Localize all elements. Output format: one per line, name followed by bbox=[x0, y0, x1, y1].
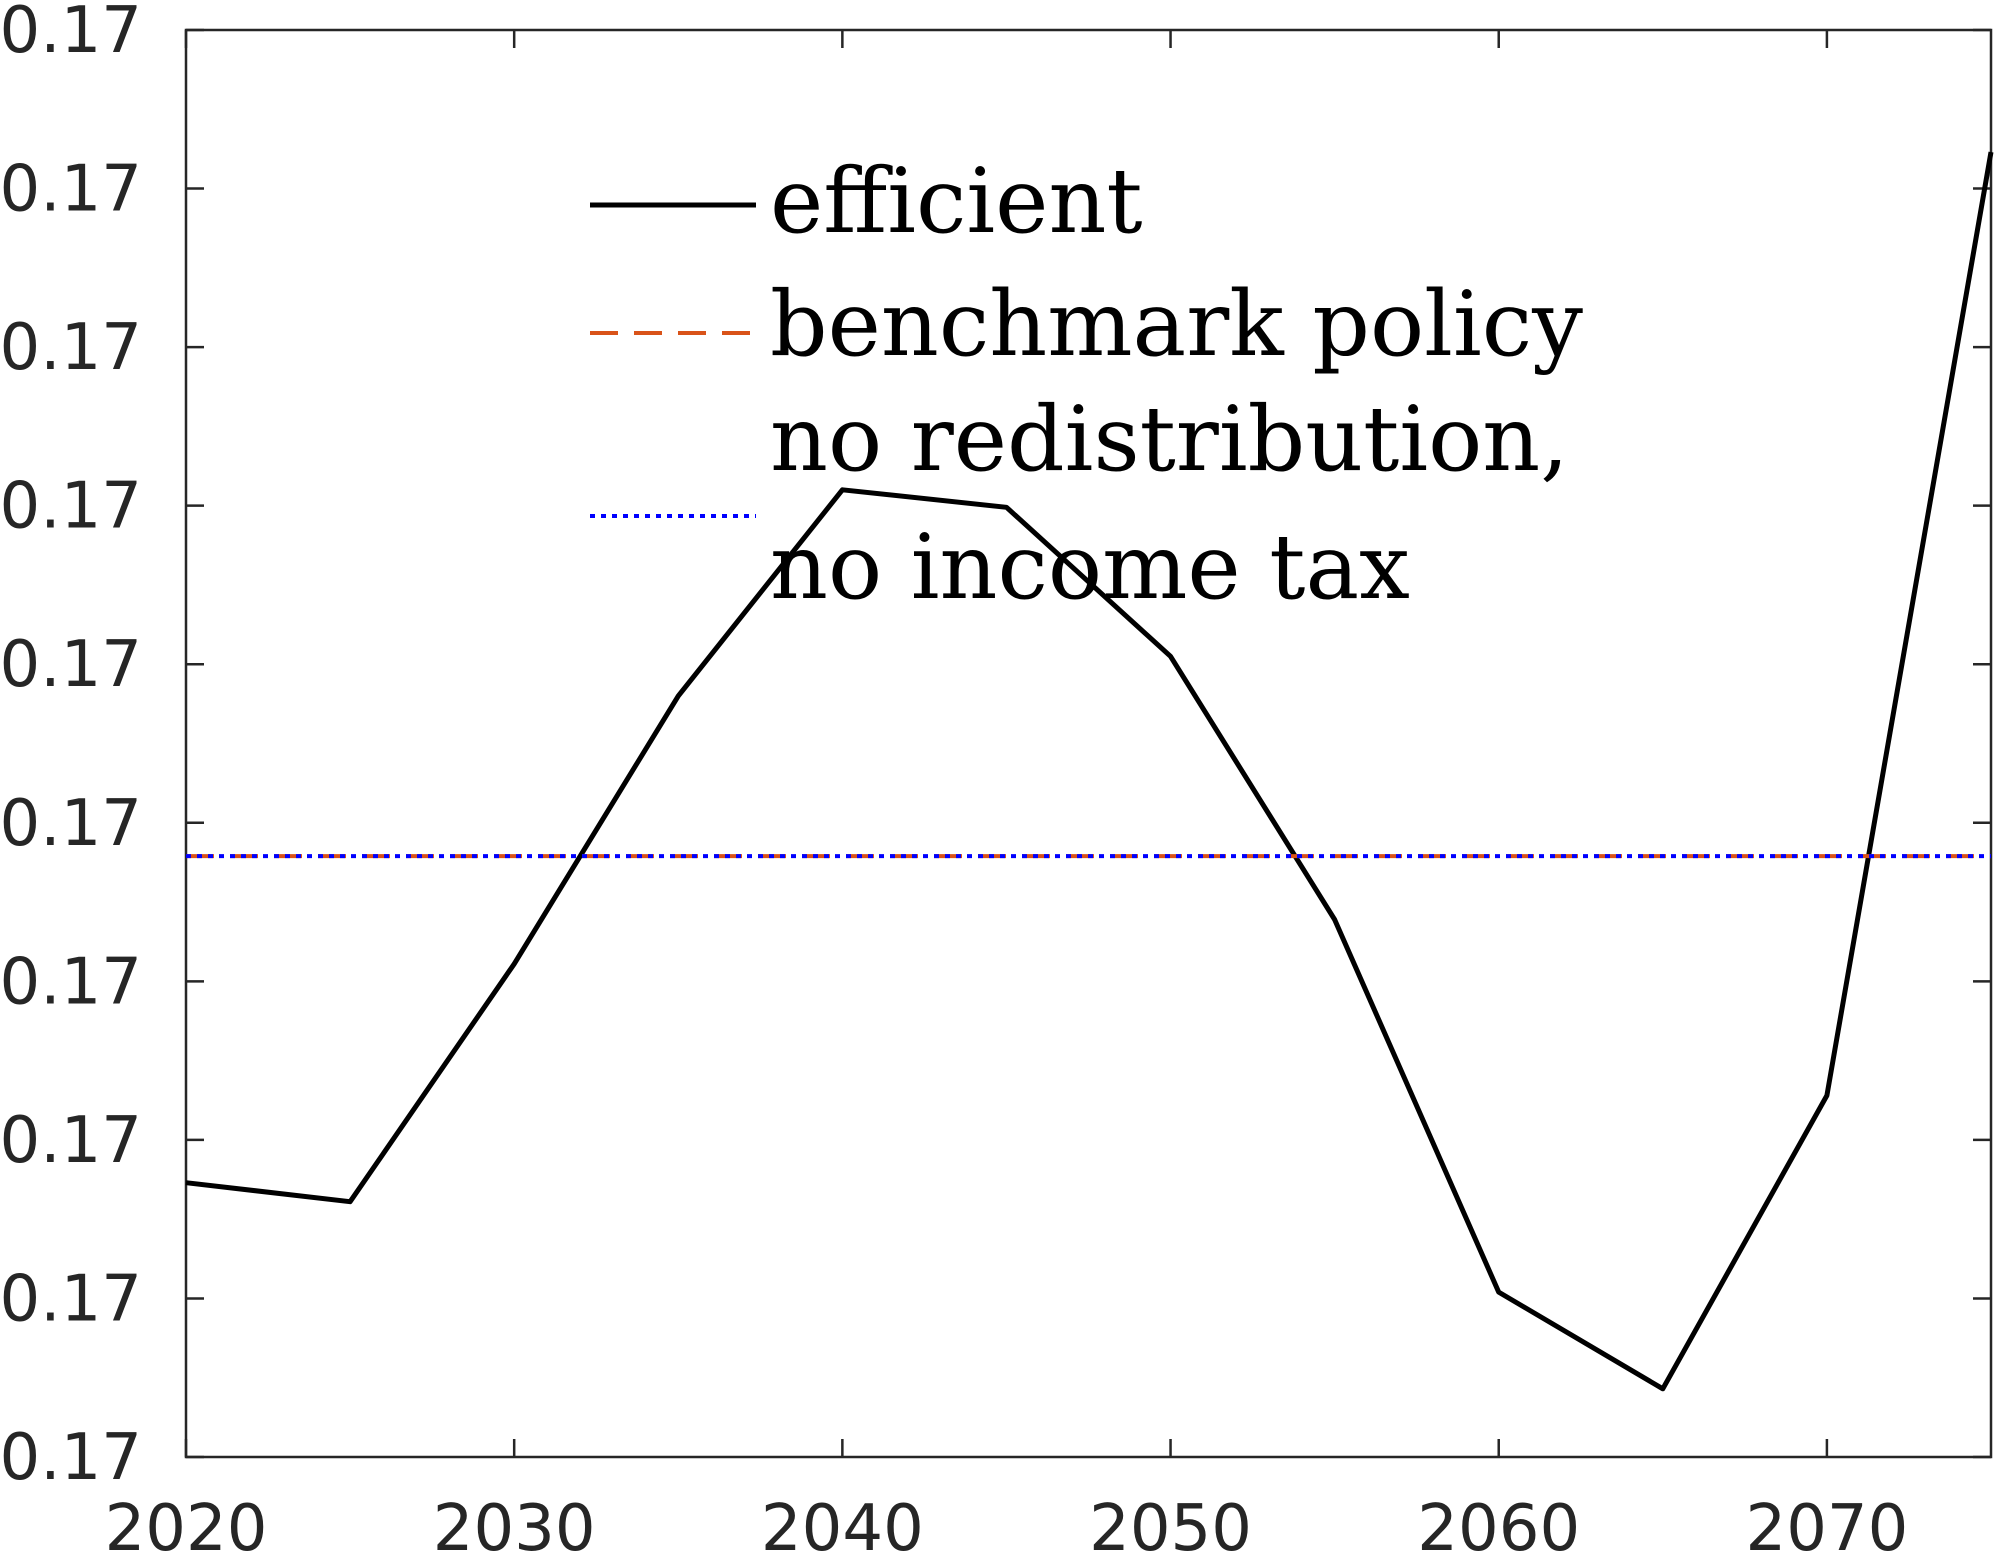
y-tick-label: 0.17 bbox=[0, 1104, 142, 1178]
y-tick-label: 0.17 bbox=[0, 0, 142, 68]
legend-label-1: benchmark policy bbox=[770, 272, 1583, 377]
axis-tick-labels: 2020 2030 2040 2050 2060 2070 0.17 0.17 0.17 0.17… bbox=[0, 0, 1908, 1553]
x-tick-label: 2060 bbox=[1417, 1492, 1580, 1553]
y-tick-label: 0.17 bbox=[0, 787, 142, 861]
series-layer bbox=[185, 151, 1994, 1392]
x-tick-label: 2050 bbox=[1089, 1492, 1252, 1553]
plot-area-border bbox=[184, 28, 1993, 1459]
y-tick-label: 0.17 bbox=[0, 1421, 142, 1495]
legend-label-0: efficient bbox=[770, 149, 1143, 254]
legend-label-2: no income tax bbox=[770, 515, 1410, 620]
axis-ticks bbox=[184, 28, 1991, 1459]
x-tick-label: 2020 bbox=[105, 1492, 268, 1553]
y-tick-label: 0.17 bbox=[0, 470, 142, 544]
y-tick-label: 0.17 bbox=[0, 1262, 142, 1336]
y-tick-label: 0.17 bbox=[0, 311, 142, 385]
x-tick-label: 2030 bbox=[433, 1492, 596, 1553]
y-tick-label: 0.17 bbox=[0, 153, 142, 227]
x-tick-label: 2070 bbox=[1745, 1492, 1908, 1553]
y-tick-label: 0.17 bbox=[0, 945, 142, 1019]
legend-label-2: no redistribution, bbox=[770, 387, 1569, 492]
axes-frame bbox=[184, 28, 1993, 1459]
y-tick-label: 0.17 bbox=[0, 628, 142, 702]
x-tick-label: 2040 bbox=[761, 1492, 924, 1553]
series-line-0 bbox=[185, 151, 1994, 1392]
